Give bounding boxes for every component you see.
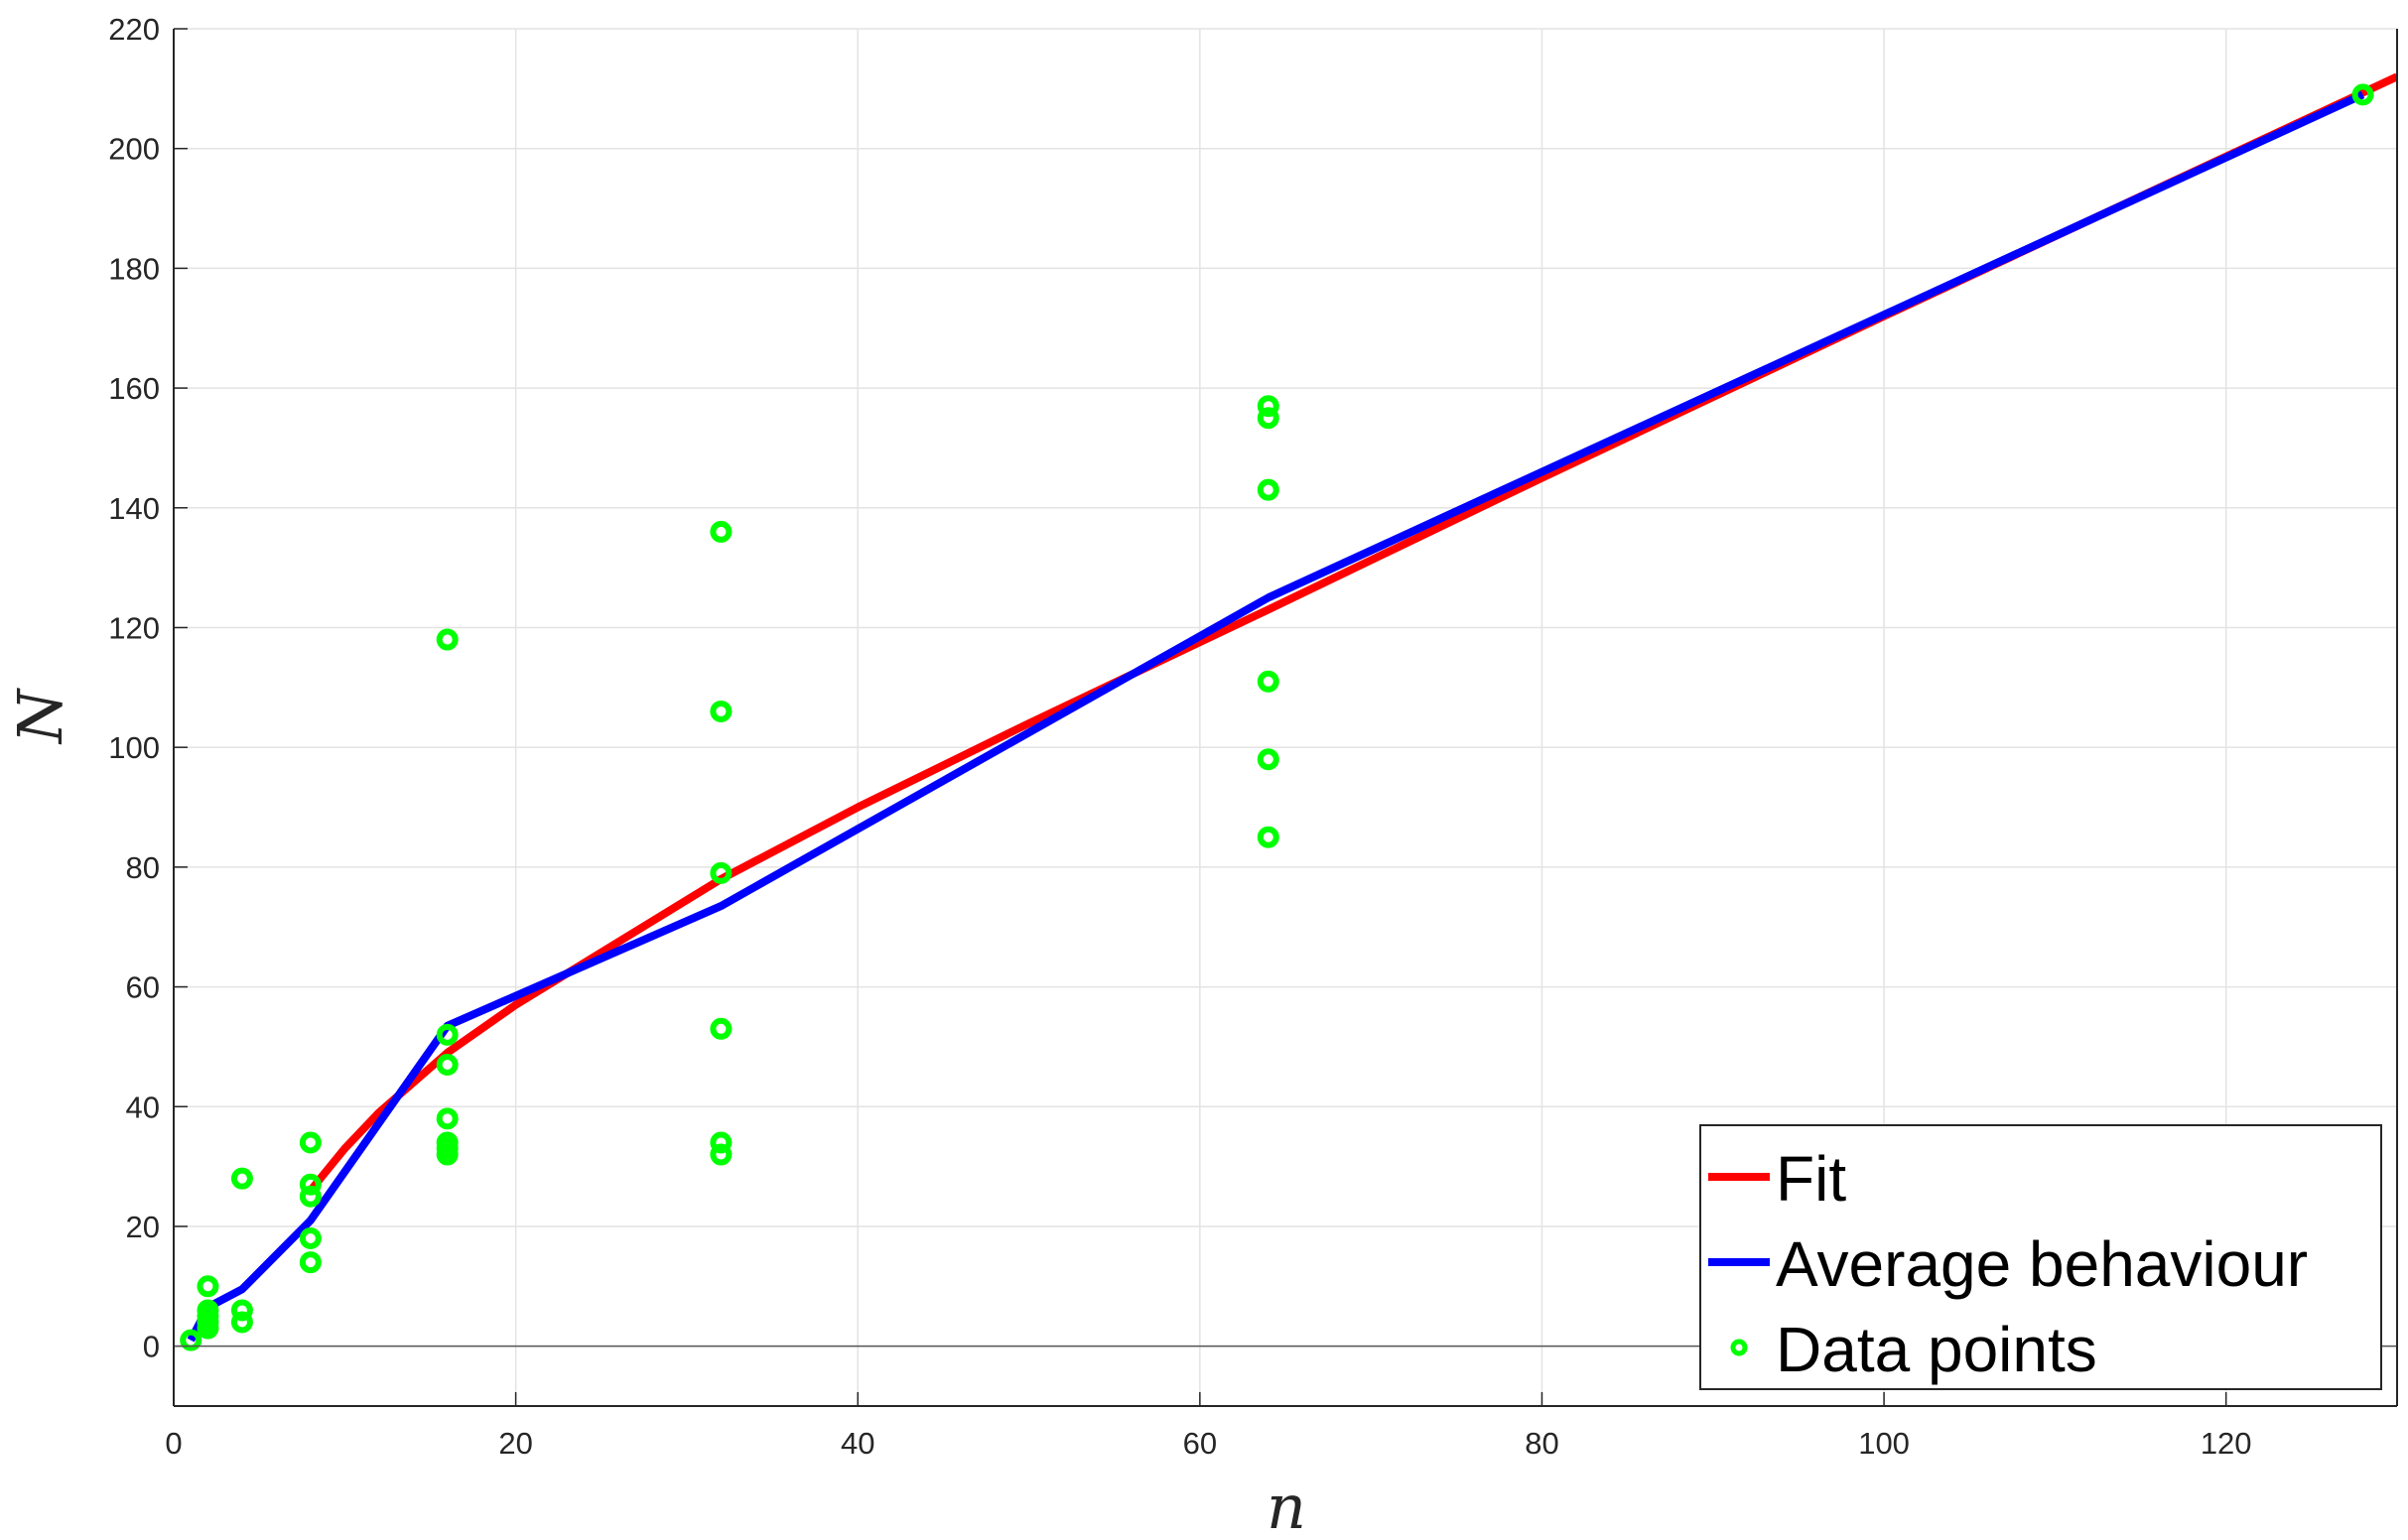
- data-point: [1257, 478, 1279, 501]
- data-point: [1257, 748, 1279, 771]
- y-tick-label: 180: [108, 251, 160, 286]
- legend-label: Fit: [1776, 1143, 1846, 1215]
- data-point: [230, 1167, 253, 1190]
- data-point: [710, 520, 733, 543]
- data-point: [230, 1299, 253, 1322]
- y-tick-label: 100: [108, 730, 160, 765]
- legend-box: [1699, 1124, 2382, 1390]
- data-point: [1257, 395, 1279, 418]
- legend: Fit Average behaviour Data points: [1699, 1124, 2382, 1390]
- legend-label: Average behaviour: [1776, 1228, 2308, 1300]
- data-point: [1257, 670, 1279, 693]
- data-point: [299, 1131, 322, 1154]
- y-axis-label: N: [4, 687, 76, 745]
- data-point: [710, 1143, 733, 1166]
- x-tick-label: 20: [498, 1426, 532, 1461]
- legend-marker-data-points: [1730, 1339, 1748, 1356]
- data-point: [710, 1131, 733, 1154]
- x-tick-label: 120: [2201, 1426, 2252, 1461]
- data-point: [230, 1311, 253, 1334]
- x-tick-label: 60: [1183, 1426, 1217, 1461]
- data-point: [299, 1185, 322, 1208]
- data-point: [710, 1017, 733, 1040]
- data-point: [436, 628, 459, 651]
- data-point: [710, 700, 733, 722]
- y-tick-label: 40: [126, 1090, 160, 1124]
- data-point: [2351, 83, 2374, 106]
- data-point: [436, 1023, 459, 1046]
- y-tick-label: 20: [126, 1210, 160, 1244]
- x-tick-label: 80: [1525, 1426, 1558, 1461]
- y-tick-label: 60: [126, 970, 160, 1005]
- data-point: [436, 1054, 459, 1077]
- y-tick-label: 220: [108, 12, 160, 47]
- data-point: [710, 861, 733, 884]
- legend-label: Data points: [1776, 1314, 2097, 1385]
- x-axis-label: n: [1267, 1471, 1306, 1540]
- grid: [173, 28, 2397, 1406]
- y-tick-label: 120: [108, 610, 160, 645]
- data-point: [197, 1317, 219, 1340]
- y-tick-label: 0: [143, 1330, 160, 1364]
- series-layer: [180, 72, 2397, 1351]
- x-tick-label: 100: [1858, 1426, 1910, 1461]
- data-point: [1257, 826, 1279, 848]
- data-point: [299, 1251, 322, 1274]
- data-point: [299, 1227, 322, 1250]
- data-point: [1257, 407, 1279, 430]
- y-tick-label: 200: [108, 132, 160, 167]
- data-point: [299, 1173, 322, 1196]
- y-tick-label: 80: [126, 850, 160, 885]
- data-point: [197, 1275, 219, 1298]
- x-tick-label: 0: [165, 1426, 182, 1461]
- y-tick-label: 160: [108, 371, 160, 406]
- series-group: [180, 72, 2397, 1351]
- x-tick-label: 40: [841, 1426, 874, 1461]
- y-tick-label: 140: [108, 491, 160, 526]
- data-point: [180, 1329, 202, 1351]
- data-point: [436, 1143, 459, 1166]
- data-point: [436, 1107, 459, 1130]
